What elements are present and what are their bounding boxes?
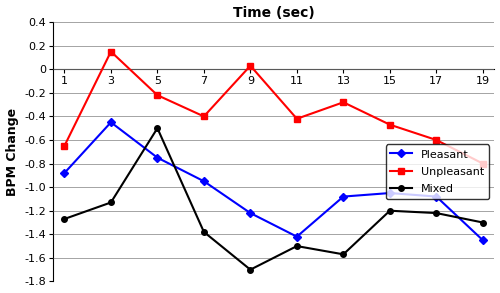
Pleasant	[154, 156, 160, 159]
Unpleasant	[340, 100, 346, 104]
Pleasant	[340, 195, 346, 198]
Mixed	[480, 221, 486, 224]
Line: Mixed: Mixed	[62, 125, 486, 272]
Pleasant	[62, 171, 68, 175]
Line: Unpleasant: Unpleasant	[62, 49, 486, 166]
Unpleasant	[480, 162, 486, 165]
Mixed	[62, 217, 68, 221]
Mixed	[434, 211, 440, 215]
Title: Time (sec): Time (sec)	[233, 6, 314, 20]
Unpleasant	[154, 93, 160, 97]
Mixed	[201, 230, 207, 234]
Unpleasant	[201, 115, 207, 118]
Unpleasant	[248, 64, 254, 67]
Mixed	[154, 127, 160, 130]
Mixed	[108, 201, 114, 204]
Pleasant	[434, 195, 440, 198]
Unpleasant	[434, 138, 440, 142]
Pleasant	[248, 211, 254, 215]
Y-axis label: BPM Change: BPM Change	[6, 108, 18, 196]
Unpleasant	[387, 123, 393, 126]
Pleasant	[480, 239, 486, 242]
Unpleasant	[62, 144, 68, 148]
Mixed	[340, 253, 346, 256]
Line: Pleasant: Pleasant	[62, 120, 486, 243]
Mixed	[387, 209, 393, 212]
Pleasant	[108, 120, 114, 124]
Mixed	[248, 268, 254, 271]
Unpleasant	[108, 50, 114, 53]
Pleasant	[387, 191, 393, 195]
Pleasant	[294, 235, 300, 239]
Unpleasant	[294, 117, 300, 120]
Pleasant	[201, 180, 207, 183]
Mixed	[294, 244, 300, 248]
Legend: Pleasant, Unpleasant, Mixed: Pleasant, Unpleasant, Mixed	[386, 144, 489, 199]
